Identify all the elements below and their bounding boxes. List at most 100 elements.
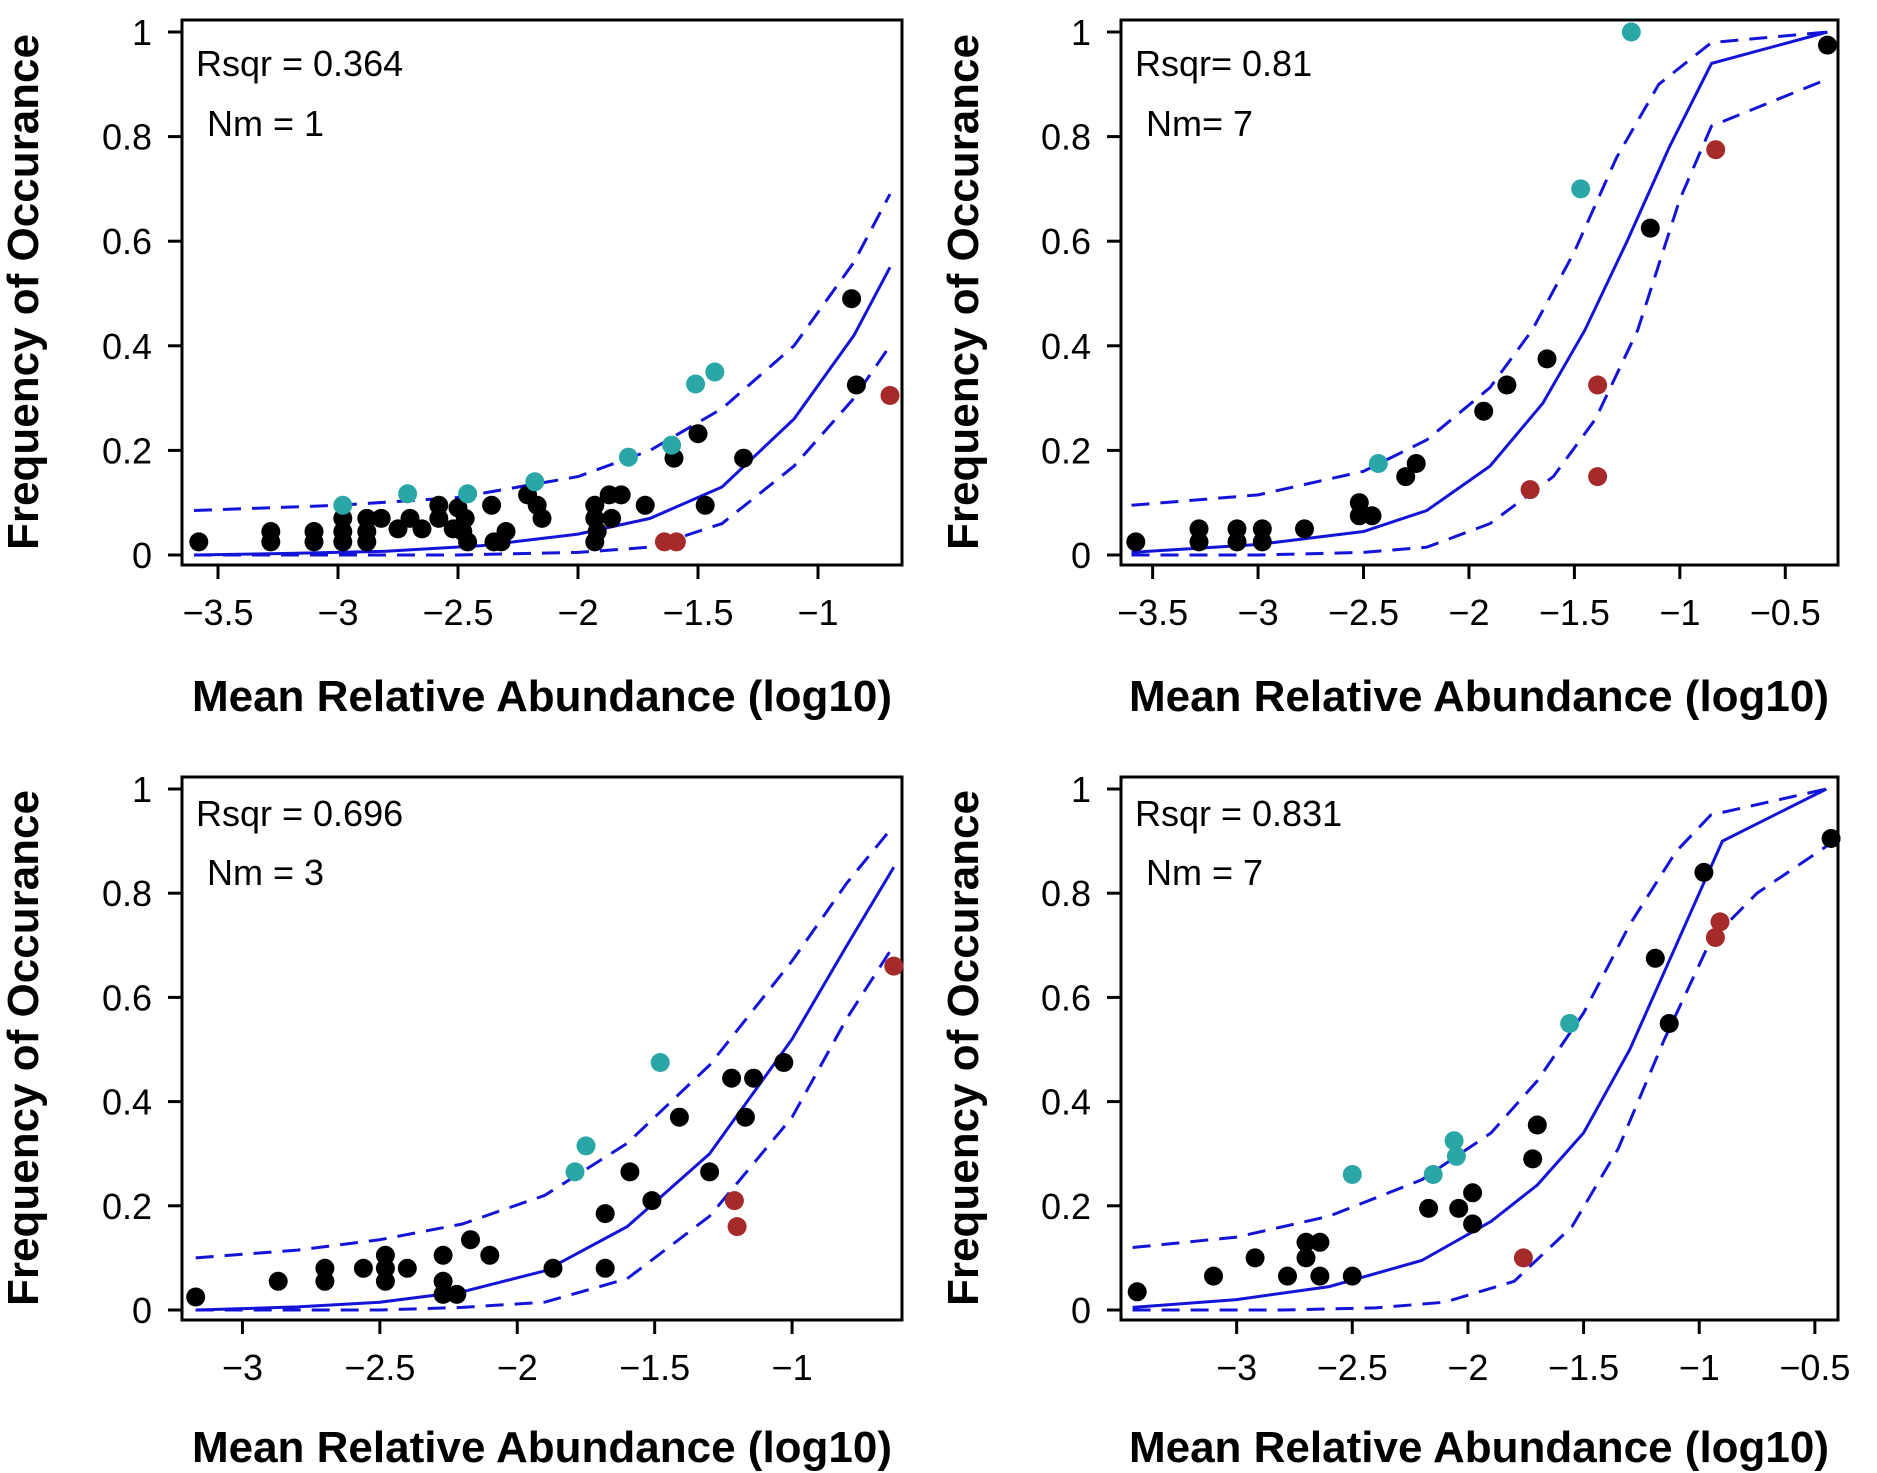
x-tick-label: −2 — [1447, 1347, 1488, 1388]
data-point — [774, 1053, 794, 1072]
data-point — [480, 1245, 500, 1265]
nm-annotation: Nm = 7 — [1146, 852, 1263, 893]
data-point-above — [1446, 1146, 1466, 1166]
data-point-above — [1621, 22, 1641, 42]
fit-lines — [1132, 787, 1828, 1312]
data-point — [543, 1258, 563, 1278]
data-point — [375, 1245, 395, 1265]
y-tick-label: 1 — [132, 12, 152, 53]
x-tick-label: −0.5 — [1750, 592, 1821, 633]
data-point — [1204, 1266, 1223, 1286]
data-point — [447, 1284, 467, 1304]
data-point — [496, 522, 516, 541]
data-point — [429, 495, 449, 515]
x-tick-label: −1 — [1679, 1347, 1720, 1388]
data-point — [1821, 829, 1841, 848]
ci-lower-line — [1131, 77, 1829, 557]
data-point-above — [662, 435, 682, 455]
data-points — [1127, 829, 1841, 1302]
data-point — [186, 1287, 206, 1307]
data-point — [1227, 532, 1247, 552]
data-point-below — [1588, 467, 1608, 487]
data-point — [353, 1258, 373, 1278]
data-point — [397, 1258, 417, 1278]
data-point — [461, 1230, 480, 1250]
y-tick-label: 0 — [1071, 1290, 1091, 1331]
x-tick-label: −2.5 — [344, 1347, 415, 1388]
data-point — [429, 508, 449, 528]
ci-lower-line — [194, 344, 892, 557]
x-tick-label: −1 — [772, 1347, 813, 1388]
y-tick-label: 0.4 — [102, 326, 152, 367]
rsqr-annotation: Rsqr = 0.696 — [196, 793, 403, 834]
y-tick-label: 1 — [1071, 769, 1091, 810]
data-point-above — [458, 484, 478, 504]
data-point-below — [727, 1217, 747, 1237]
data-point — [1362, 506, 1382, 526]
data-point — [1659, 1014, 1679, 1033]
data-point — [333, 532, 353, 552]
y-tick-label: 0.4 — [102, 1082, 152, 1123]
x-tick-label: −3.5 — [1117, 592, 1188, 633]
ci-lower-line — [195, 944, 896, 1312]
plot-frame — [1119, 775, 1840, 1322]
data-point — [357, 508, 377, 528]
data-point — [1406, 454, 1426, 473]
data-point-below — [1705, 928, 1725, 947]
y-axis-title: Frequency of Occurance — [939, 34, 988, 550]
y-tick-label: 1 — [132, 769, 152, 810]
data-point — [482, 495, 502, 515]
data-point — [357, 532, 377, 552]
x-axis-title: Mean Relative Abundance (log10) — [192, 1423, 892, 1472]
plot-frame — [1119, 18, 1840, 567]
y-tick-label: 0.6 — [1041, 977, 1091, 1018]
data-point — [722, 1068, 742, 1088]
data-point-below — [1513, 1248, 1533, 1268]
x-tick-label: −1.5 — [662, 592, 733, 633]
data-point-above — [705, 362, 725, 382]
y-tick-label: 0.6 — [1041, 221, 1091, 262]
data-point — [433, 1245, 453, 1265]
data-point — [1310, 1232, 1330, 1252]
y-tick-label: 0.8 — [102, 873, 152, 914]
chart-panel-top-right: −3.5 −3 −2.5 −2 −1.5 −1 −0.5 0 0.2 0.4 0.6 0.8 1 Rsq… — [939, 12, 1840, 721]
data-point — [1419, 1198, 1439, 1218]
ci-upper-line — [1131, 30, 1828, 507]
x-tick-label: −2.5 — [1328, 592, 1399, 633]
data-points — [186, 956, 904, 1307]
x-tick-label: −2 — [497, 1347, 538, 1388]
nm-annotation: Nm= 7 — [1146, 103, 1253, 144]
x-tick-label: −1.5 — [1548, 1347, 1619, 1388]
data-point — [532, 508, 552, 528]
y-tick-label: 0 — [132, 535, 152, 576]
data-point — [1252, 519, 1272, 539]
data-point — [1527, 1115, 1547, 1135]
ci-upper-line — [193, 193, 892, 512]
data-point — [1252, 532, 1272, 552]
chart-panel-bottom-right: −3 −2.5 −2 −1.5 −1 −0.5 0 0.2 0.4 0.6 0.8 1 Rsqr = … — [939, 769, 1850, 1472]
data-point-above — [1342, 1165, 1362, 1184]
x-axis-title: Mean Relative Abundance (log10) — [1129, 1423, 1829, 1472]
data-point — [602, 508, 622, 528]
y-tick-label: 0 — [1071, 535, 1091, 576]
data-point — [611, 485, 631, 505]
data-point — [1463, 1183, 1483, 1203]
data-point — [1296, 1232, 1316, 1252]
x-tick-label: −1 — [797, 592, 838, 633]
data-point — [1310, 1266, 1330, 1286]
data-point — [412, 519, 432, 539]
data-point-above — [1571, 179, 1591, 199]
y-tick-label: 0 — [132, 1290, 152, 1331]
fit-line — [1132, 787, 1828, 1309]
data-point-above — [565, 1162, 585, 1182]
ci-upper-line — [1132, 787, 1827, 1249]
data-point-above — [1368, 454, 1388, 473]
y-tick-label: 1 — [1071, 12, 1091, 53]
data-point — [700, 1162, 720, 1182]
y-axis-title: Frequency of Occurance — [939, 790, 988, 1306]
data-point — [333, 508, 353, 528]
data-point-above — [618, 447, 638, 467]
fit-line — [1131, 30, 1828, 554]
x-tick-label: −0.5 — [1779, 1347, 1850, 1388]
plot-frame — [180, 775, 904, 1322]
